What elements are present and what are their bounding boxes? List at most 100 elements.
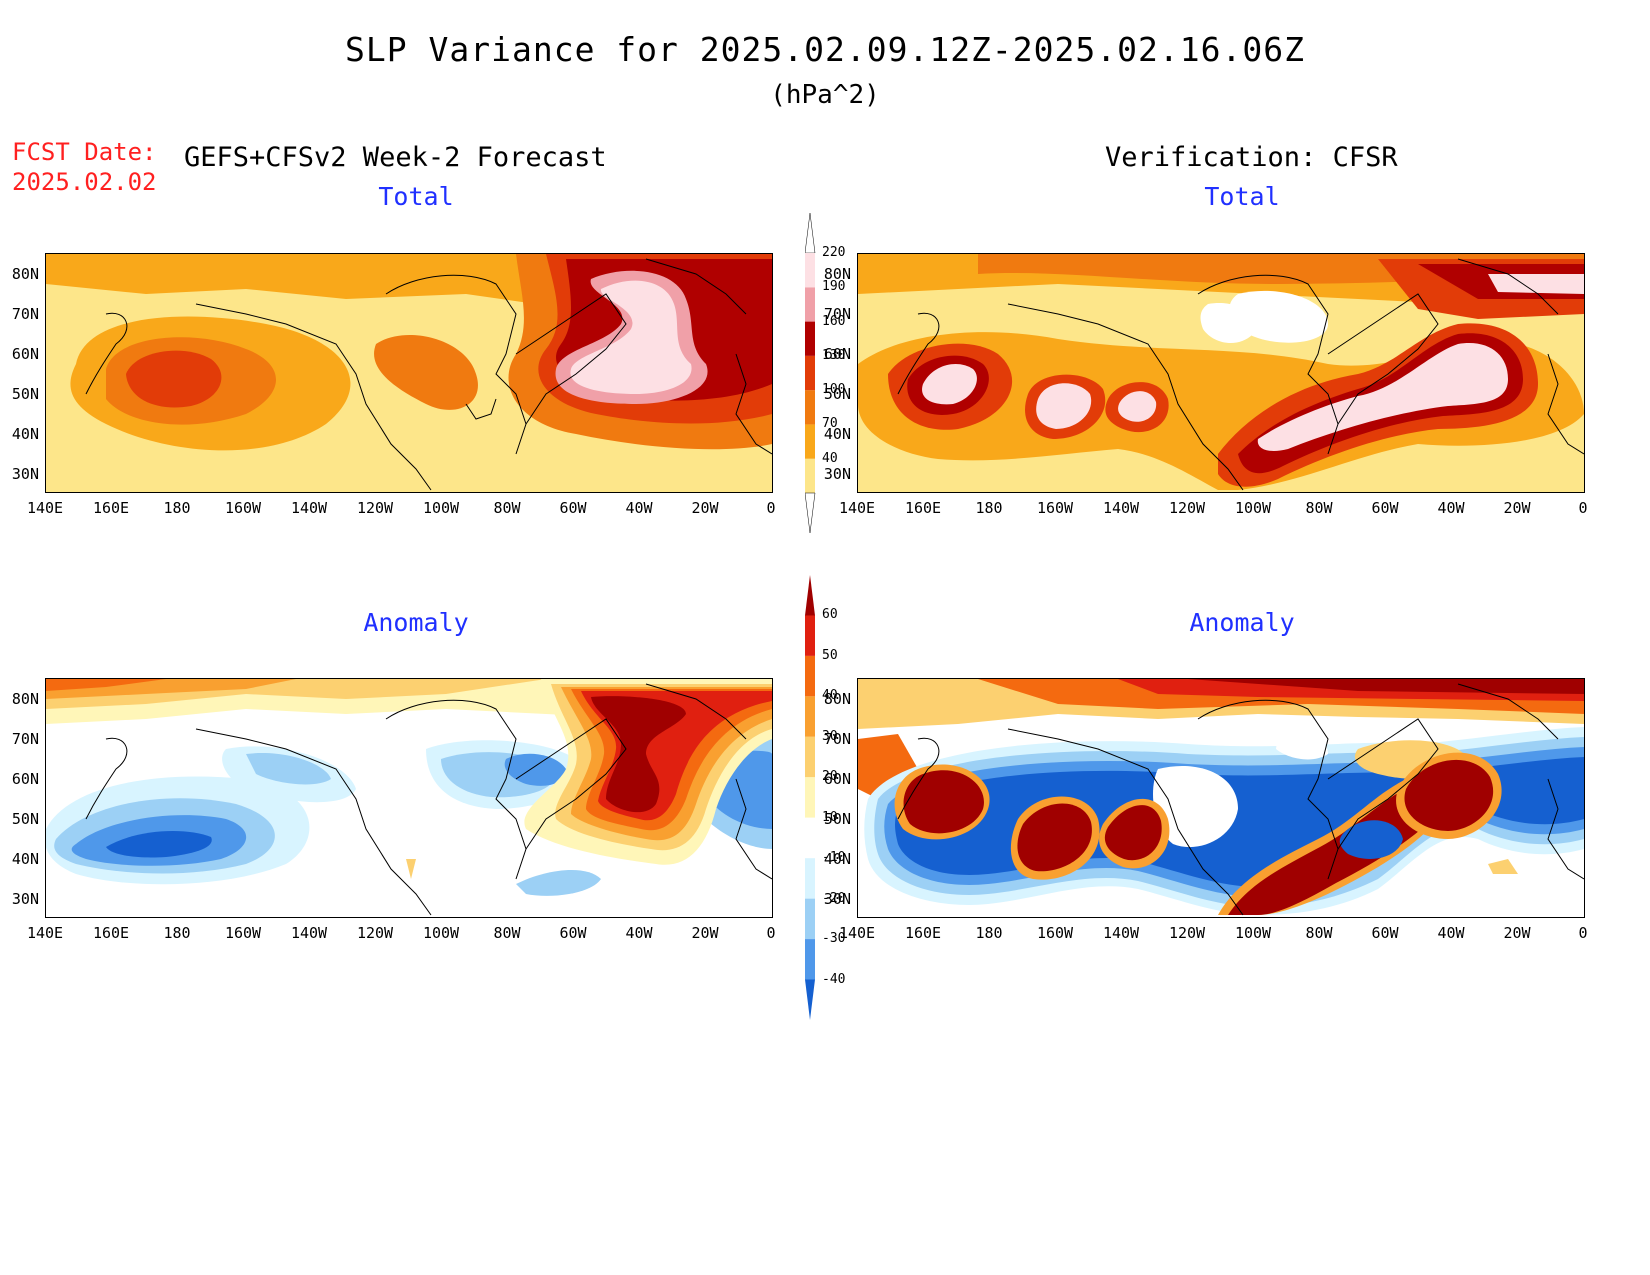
colorbar-segment bbox=[805, 321, 815, 356]
lat-label: 80N bbox=[11, 265, 39, 283]
colorbar-tick-label: 130 bbox=[822, 347, 846, 363]
colorbar-segment bbox=[805, 696, 815, 737]
lat-label: 60N bbox=[823, 770, 851, 788]
colorbar-tick-label: -40 bbox=[822, 971, 846, 987]
lat-label: 80N bbox=[11, 690, 39, 708]
colorbar-tick-label: -30 bbox=[822, 931, 846, 947]
lon-label: 0 bbox=[1578, 499, 1588, 517]
colorbar-segment bbox=[805, 777, 815, 818]
lon-label: 180 bbox=[975, 924, 1003, 942]
lat-label: 60N bbox=[11, 770, 39, 788]
lon-label: 0 bbox=[1578, 924, 1588, 942]
colorbar-segment bbox=[805, 390, 815, 425]
forecast-heading: GEFS+CFSv2 Week-2 Forecast bbox=[184, 142, 607, 173]
lon-label: 140W bbox=[1102, 924, 1140, 942]
lon-label: 80W bbox=[493, 924, 521, 942]
map-verification-total bbox=[857, 253, 1585, 493]
lon-label: 120W bbox=[1168, 924, 1206, 942]
lat-label: 40N bbox=[11, 425, 39, 443]
lat-label: 80N bbox=[823, 690, 851, 708]
total-colorbar bbox=[804, 212, 825, 534]
lon-label: 120W bbox=[356, 924, 394, 942]
lon-label: 140W bbox=[290, 499, 328, 517]
colorbar-segment bbox=[805, 939, 815, 980]
panel-title-verification-anomaly: Anomaly bbox=[1189, 608, 1295, 637]
colorbar-tick-label: -10 bbox=[822, 850, 846, 866]
lon-label: 140E bbox=[838, 499, 876, 517]
colorbar-segment bbox=[805, 736, 815, 778]
map-verification-anomaly bbox=[857, 678, 1585, 918]
lon-label: 160E bbox=[92, 499, 130, 517]
lat-label: 40N bbox=[823, 850, 851, 868]
colorbar-tick-label: 220 bbox=[822, 245, 846, 260]
colorbar-segment bbox=[805, 817, 815, 859]
lon-label: 160E bbox=[904, 499, 942, 517]
colorbar-tick-label: 60 bbox=[822, 607, 838, 623]
fcst-date-value: 2025.02.02 bbox=[12, 168, 157, 196]
lat-label: 30N bbox=[823, 890, 851, 908]
page-title: SLP Variance for 2025.02.09.12Z-2025.02.… bbox=[345, 30, 1305, 69]
map-forecast-total bbox=[45, 253, 773, 493]
colorbar-segment bbox=[805, 287, 815, 322]
lon-label: 20W bbox=[691, 499, 719, 517]
lon-label: 0 bbox=[766, 924, 776, 942]
lon-label: 160W bbox=[224, 924, 262, 942]
colorbar-tick-label: 40 bbox=[822, 450, 838, 466]
lat-label: 70N bbox=[11, 305, 39, 323]
panel-title-forecast-total: Total bbox=[378, 182, 454, 211]
lon-label: 140E bbox=[838, 924, 876, 942]
lat-label: 70N bbox=[823, 730, 851, 748]
colorbar-segment bbox=[805, 575, 815, 616]
lon-label: 20W bbox=[1503, 499, 1531, 517]
colorbar-segment bbox=[805, 424, 815, 459]
lat-label: 50N bbox=[11, 810, 39, 828]
lon-label: 160E bbox=[92, 924, 130, 942]
colorbar-segment bbox=[805, 979, 815, 1020]
lon-label: 0 bbox=[766, 499, 776, 517]
lat-label: 30N bbox=[11, 465, 39, 483]
lon-label: 60W bbox=[559, 924, 587, 942]
lon-label: 100W bbox=[422, 499, 460, 517]
lon-label: 140W bbox=[1102, 499, 1140, 517]
lat-label: 50N bbox=[823, 385, 851, 403]
colorbar-tick-label: -20 bbox=[822, 890, 846, 906]
lon-label: 140E bbox=[26, 924, 64, 942]
lat-label: 50N bbox=[823, 810, 851, 828]
lon-label: 100W bbox=[422, 924, 460, 942]
lon-label: 40W bbox=[625, 924, 653, 942]
lat-label: 70N bbox=[11, 730, 39, 748]
lon-label: 20W bbox=[691, 924, 719, 942]
lon-label: 180 bbox=[975, 499, 1003, 517]
colorbar-tick-label: 50 bbox=[822, 647, 838, 663]
colorbar-segment bbox=[805, 355, 815, 391]
colorbar-segment bbox=[805, 458, 815, 493]
colorbar-tick-label: 70 bbox=[822, 416, 838, 432]
lat-label: 80N bbox=[823, 265, 851, 283]
lat-label: 60N bbox=[823, 345, 851, 363]
units-label: (hPa^2) bbox=[770, 80, 880, 110]
lon-label: 60W bbox=[1371, 924, 1399, 942]
lat-label: 30N bbox=[823, 465, 851, 483]
lon-label: 160W bbox=[1036, 499, 1074, 517]
lon-label: 80W bbox=[493, 499, 521, 517]
lon-label: 160W bbox=[1036, 924, 1074, 942]
lon-label: 80W bbox=[1305, 924, 1333, 942]
lon-label: 180 bbox=[163, 499, 191, 517]
lon-label: 60W bbox=[1371, 499, 1399, 517]
panel-title-verification-total: Total bbox=[1204, 182, 1280, 211]
lon-label: 40W bbox=[1437, 499, 1465, 517]
verification-heading: Verification: CFSR bbox=[1105, 142, 1398, 173]
lon-label: 140E bbox=[26, 499, 64, 517]
lon-label: 100W bbox=[1234, 924, 1272, 942]
colorbar-tick-label: 100 bbox=[822, 382, 846, 398]
lat-label: 70N bbox=[823, 305, 851, 323]
lon-label: 140W bbox=[290, 924, 328, 942]
panel-title-forecast-anomaly: Anomaly bbox=[363, 608, 469, 637]
colorbar-tick-label: 20 bbox=[822, 769, 838, 785]
colorbar-tick-label: 190 bbox=[822, 279, 846, 295]
lon-label: 40W bbox=[1437, 924, 1465, 942]
lon-label: 100W bbox=[1234, 499, 1272, 517]
lat-label: 40N bbox=[823, 425, 851, 443]
colorbar-tick-label: 160 bbox=[822, 313, 846, 329]
fcst-date-label: FCST Date: bbox=[12, 138, 157, 166]
